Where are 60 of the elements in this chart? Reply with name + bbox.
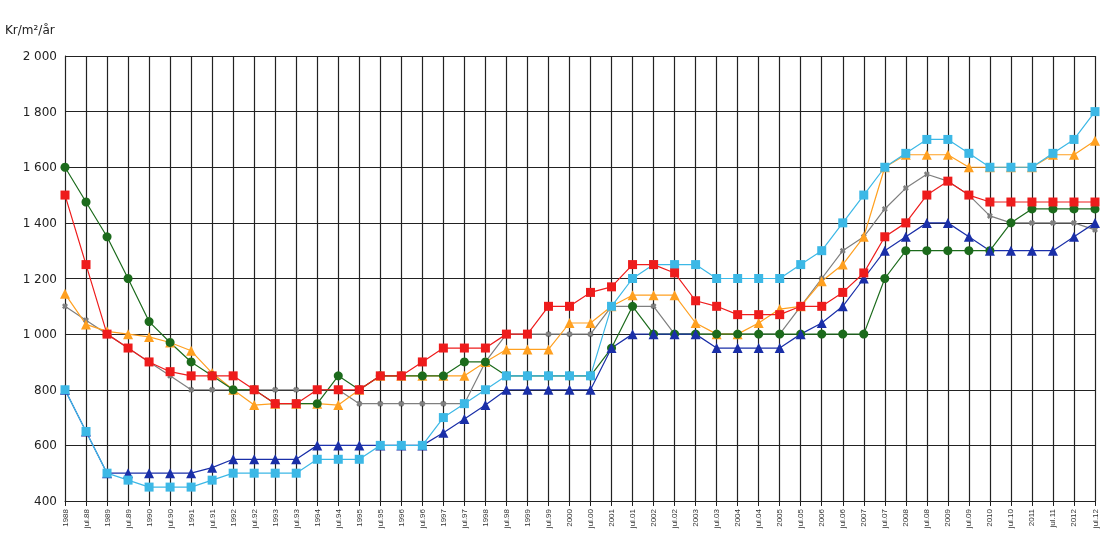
x-tick-label: 1993: [270, 508, 280, 527]
x-tick-label: jul.88: [81, 508, 91, 530]
x-tick-label: jul.03: [712, 508, 722, 530]
x-tick-label: jul.99: [543, 508, 553, 530]
x-tick-label: jul.12: [1090, 508, 1100, 530]
x-tick-label: jul.05: [796, 508, 806, 530]
x-tick-label: jul.06: [838, 508, 848, 530]
x-tick-label: 2004: [733, 508, 743, 527]
x-tick-label: jul.01: [628, 508, 638, 530]
x-tick-label: jul.91: [207, 508, 217, 530]
x-tick-label: 1997: [438, 508, 448, 527]
y-tick-label: 1 800: [22, 104, 57, 119]
y-tick-label: 1 400: [22, 215, 57, 230]
y-tick-label: 800: [34, 382, 57, 397]
x-tick-label: 2000: [564, 508, 574, 527]
x-tick-label: 1996: [396, 508, 406, 527]
x-tick-label: jul.98: [501, 508, 511, 530]
x-tick-label: jul.93: [291, 508, 301, 530]
x-tick-label: jul.11: [1048, 508, 1058, 529]
x-tick-label: 2001: [607, 508, 617, 527]
y-axis-title: Kr/m²/år: [5, 23, 55, 37]
x-tick-label: jul.97: [459, 508, 469, 530]
x-tick-label: 2008: [901, 508, 911, 527]
x-tick-label: 2009: [943, 508, 953, 527]
x-tick-label: 1995: [354, 508, 364, 527]
x-tick-label: jul.89: [123, 508, 133, 530]
x-tick-label: jul.08: [922, 508, 932, 530]
x-tick-label: jul.92: [249, 508, 259, 530]
x-tick-label: jul.95: [375, 508, 385, 530]
x-tick-label: 1991: [186, 508, 196, 527]
x-tick-label: 2002: [649, 508, 659, 527]
y-tick-label: 1 600: [22, 160, 57, 175]
x-tick-label: 1994: [312, 508, 322, 527]
y-tick-label: 400: [34, 494, 57, 508]
y-tick-label: 2 000: [22, 49, 57, 63]
x-tick-label: jul.07: [880, 508, 890, 530]
x-tick-label: 1999: [522, 508, 532, 527]
x-tick-label: 1988: [60, 508, 70, 527]
x-tick-label: 2007: [859, 508, 869, 527]
x-tick-label: 2012: [1069, 508, 1079, 527]
x-tick-label: 1990: [144, 508, 154, 527]
x-tick-label: jul.09: [964, 508, 974, 530]
x-tick-label: jul.10: [1006, 508, 1016, 530]
x-tick-label: jul.94: [333, 508, 343, 530]
x-tick-label: 2010: [985, 508, 995, 527]
x-tick-label: jul.90: [165, 508, 175, 530]
x-tick-label: jul.02: [670, 508, 680, 530]
x-tick-label: 2003: [691, 508, 701, 527]
x-tick-label: jul.00: [586, 508, 596, 530]
x-tick-label: 2011: [1027, 508, 1037, 527]
y-tick-label: 600: [34, 438, 57, 453]
y-tick-label: 1 000: [22, 327, 57, 342]
x-tick-label: jul.04: [754, 508, 764, 530]
x-tick-label: 1992: [228, 508, 238, 527]
x-tick-label: 2006: [817, 508, 827, 527]
x-tick-label: 1998: [480, 508, 490, 527]
x-tick-label: 1989: [102, 508, 112, 527]
x-tick-label: 2005: [775, 508, 785, 527]
x-tick-label: jul.96: [417, 508, 427, 530]
y-tick-label: 1 200: [22, 271, 57, 286]
